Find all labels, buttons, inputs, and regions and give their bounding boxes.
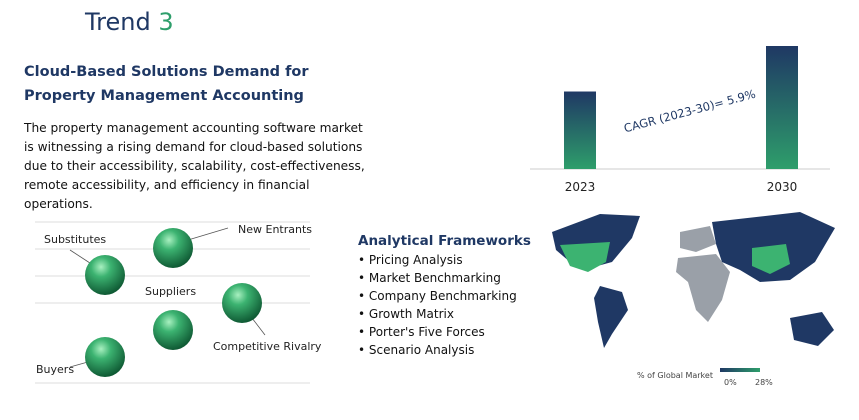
description: The property management accounting softw… xyxy=(24,121,365,211)
frameworks-list: Pricing AnalysisMarket BenchmarkingCompa… xyxy=(358,251,517,359)
force-label: Suppliers xyxy=(145,285,196,298)
leader xyxy=(69,249,94,266)
africa xyxy=(676,254,730,322)
annotation: CAGR (2023-30)= 5.9% xyxy=(622,87,757,136)
frameworks-title: Analytical Frameworks xyxy=(358,233,531,249)
x-tick-label: 2023 xyxy=(565,180,596,194)
sphere xyxy=(153,310,193,350)
bar xyxy=(564,91,596,169)
framework-item: Market Benchmarking xyxy=(358,269,517,287)
x-tick-label: 2030 xyxy=(767,180,798,194)
spheres xyxy=(85,228,262,377)
leader xyxy=(187,227,229,241)
legend-max: 28% xyxy=(755,378,773,387)
world-map: % of Global Market 0% 28% xyxy=(552,212,835,387)
framework-item: Porter's Five Forces xyxy=(358,323,517,341)
force-label: New Entrants xyxy=(238,223,312,236)
australia xyxy=(790,312,834,346)
legend-bar xyxy=(720,368,760,372)
south-america xyxy=(594,286,628,348)
force-label: Substitutes xyxy=(44,233,106,246)
usa xyxy=(560,242,610,272)
sphere xyxy=(85,255,125,295)
legend-min: 0% xyxy=(724,378,737,387)
heading: Cloud-Based Solutions Demand for xyxy=(24,64,309,80)
sphere xyxy=(153,228,193,268)
title-word: Trend xyxy=(85,8,151,36)
legend-title: % of Global Market xyxy=(637,371,713,380)
framework-item: Pricing Analysis xyxy=(358,251,517,269)
force-label: Competitive Rivalry xyxy=(213,340,322,353)
china xyxy=(752,244,790,274)
sphere xyxy=(222,283,262,323)
framework-item: Scenario Analysis xyxy=(358,341,517,359)
force-label: Buyers xyxy=(36,363,74,376)
heading: Property Management Accounting xyxy=(24,88,304,104)
title-number: 3 xyxy=(158,8,174,36)
europe xyxy=(680,226,716,252)
framework-item: Company Benchmarking xyxy=(358,287,517,305)
sphere xyxy=(85,337,125,377)
framework-item: Growth Matrix xyxy=(358,305,517,323)
title: Trend 3 xyxy=(85,8,174,36)
bar xyxy=(766,46,798,169)
leader xyxy=(251,317,266,336)
